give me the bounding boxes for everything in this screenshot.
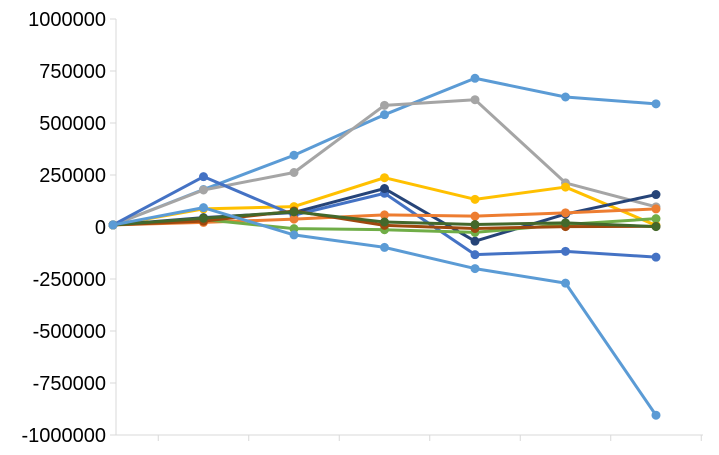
data-point xyxy=(651,410,661,420)
data-point xyxy=(651,204,661,214)
data-point xyxy=(380,100,389,110)
data-point xyxy=(199,203,208,213)
y-tick-label: 250000 xyxy=(39,165,106,187)
data-point xyxy=(561,218,570,228)
data-point xyxy=(380,173,389,183)
series-9 xyxy=(108,207,661,232)
data-point xyxy=(470,250,480,260)
data-point xyxy=(561,92,570,102)
data-point xyxy=(470,220,480,230)
series-10 xyxy=(108,203,661,420)
y-tick-label: -250000 xyxy=(33,269,106,291)
data-point xyxy=(561,246,570,256)
y-tick-label: -1000000 xyxy=(21,425,106,447)
y-tick-label: 1000000 xyxy=(28,9,106,31)
data-point xyxy=(651,214,661,224)
data-point xyxy=(470,236,480,246)
y-tick-labels: 1000000 750000 500000 250000 0 -250000 -500000… xyxy=(21,9,106,447)
data-point xyxy=(380,110,389,120)
data-point xyxy=(470,264,480,274)
data-point xyxy=(289,150,299,160)
data-point xyxy=(651,252,661,262)
y-tick-label: 500000 xyxy=(39,113,106,135)
data-point xyxy=(199,185,208,195)
data-point xyxy=(380,217,389,227)
data-point xyxy=(561,278,570,288)
data-point xyxy=(470,211,480,221)
data-point xyxy=(289,168,299,178)
data-point xyxy=(199,213,208,223)
data-point xyxy=(561,182,570,192)
data-point xyxy=(470,95,480,105)
data-point xyxy=(199,172,208,182)
data-point xyxy=(470,73,480,83)
data-point xyxy=(380,242,389,252)
data-point xyxy=(108,220,118,230)
series-line xyxy=(111,76,658,227)
data-point xyxy=(289,230,299,240)
series-layer xyxy=(108,73,661,420)
y-tick-label: 750000 xyxy=(39,61,106,83)
data-point xyxy=(651,190,661,200)
data-point xyxy=(561,208,570,218)
data-point xyxy=(289,207,299,217)
data-point xyxy=(380,184,389,194)
data-point xyxy=(470,194,480,204)
y-tick-label: -500000 xyxy=(33,321,106,343)
y-tick-label: 0 xyxy=(95,217,106,239)
series-line xyxy=(111,206,658,417)
y-tick-label: -750000 xyxy=(33,373,106,395)
data-point xyxy=(651,99,661,109)
data-point xyxy=(651,222,661,232)
series-1 xyxy=(108,73,661,230)
